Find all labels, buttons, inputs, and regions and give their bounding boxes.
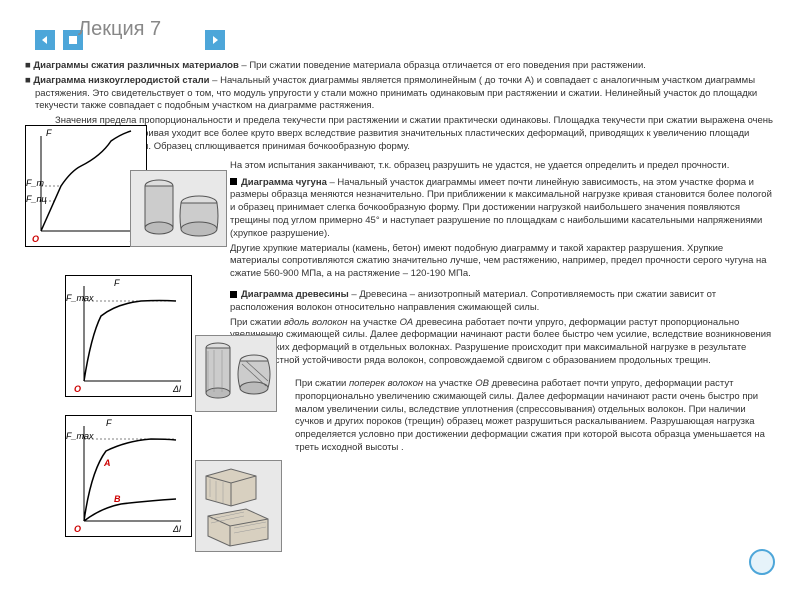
para-4: На этом испытания заканчивают, т.к. обра…	[230, 160, 775, 173]
steel-cylinders-image	[130, 170, 227, 247]
para-1: ■ Диаграммы сжатия различных материалов …	[35, 60, 775, 73]
para-6: Другие хрупкие материалы (камень, бетон)…	[230, 243, 775, 281]
bullet-icon	[230, 291, 237, 298]
para-5: Диаграмма чугуна – Начальный участок диа…	[230, 177, 775, 241]
bullet-icon	[230, 178, 237, 185]
castiron-cylinders-image	[195, 335, 277, 412]
wood-blocks-image	[195, 460, 282, 552]
para-8: При сжатии вдоль волокон на участке ОА д…	[230, 317, 775, 368]
diagram-steel: F F_т F_пц O Δl	[25, 125, 147, 247]
diagram-castiron: F F_max O Δl	[65, 275, 192, 397]
nav-back-button[interactable]	[35, 30, 55, 50]
nav-forward-button[interactable]	[205, 30, 225, 50]
next-circle-button[interactable]	[749, 549, 775, 575]
lecture-title: Лекция 7	[78, 18, 198, 40]
diagram-wood: F F_max A B O Δl	[65, 415, 192, 537]
para-3: Значения предела пропорциональности и пр…	[55, 115, 775, 153]
para-9: При сжатии поперек волокон на участке ОВ…	[295, 378, 775, 455]
para-7: Диаграмма древесины – Древесина – анизот…	[230, 289, 775, 315]
para-2: ■ Диаграмма низкоуглеродистой стали – На…	[35, 75, 775, 113]
